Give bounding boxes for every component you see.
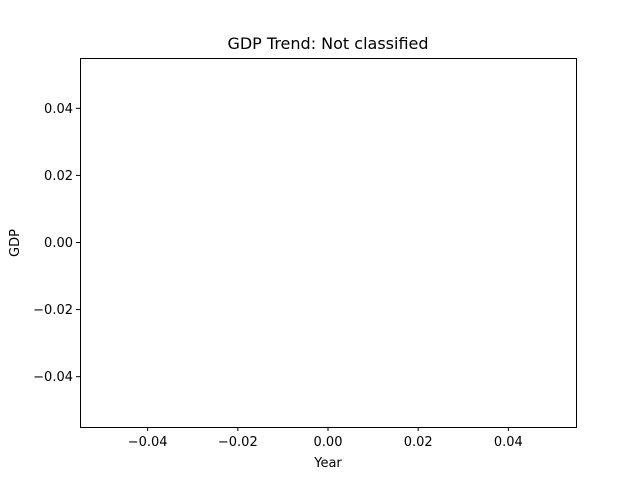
y-tick-label: 0.00: [44, 236, 73, 251]
y-tick-label: −0.02: [33, 303, 73, 318]
y-axis-label: GDP: [8, 229, 23, 257]
x-tick-label: 0.00: [314, 435, 343, 450]
x-tick-label: 0.02: [404, 435, 433, 450]
x-axis-label: Year: [313, 456, 342, 471]
y-tick-label: −0.04: [33, 370, 73, 385]
plot-frame: [80, 58, 577, 428]
x-tick-label: −0.02: [218, 435, 258, 450]
y-tick-label: 0.02: [44, 169, 73, 184]
x-tick-label: 0.04: [494, 435, 523, 450]
chart-title: GDP Trend: Not classified: [227, 34, 428, 53]
x-tick-label: −0.04: [128, 435, 168, 450]
y-axis-ticks: −0.04 −0.02 0.00 0.02 0.04: [33, 102, 80, 385]
y-tick-label: 0.04: [44, 102, 73, 117]
x-axis-ticks: −0.04 −0.02 0.00 0.02 0.04: [128, 427, 523, 450]
